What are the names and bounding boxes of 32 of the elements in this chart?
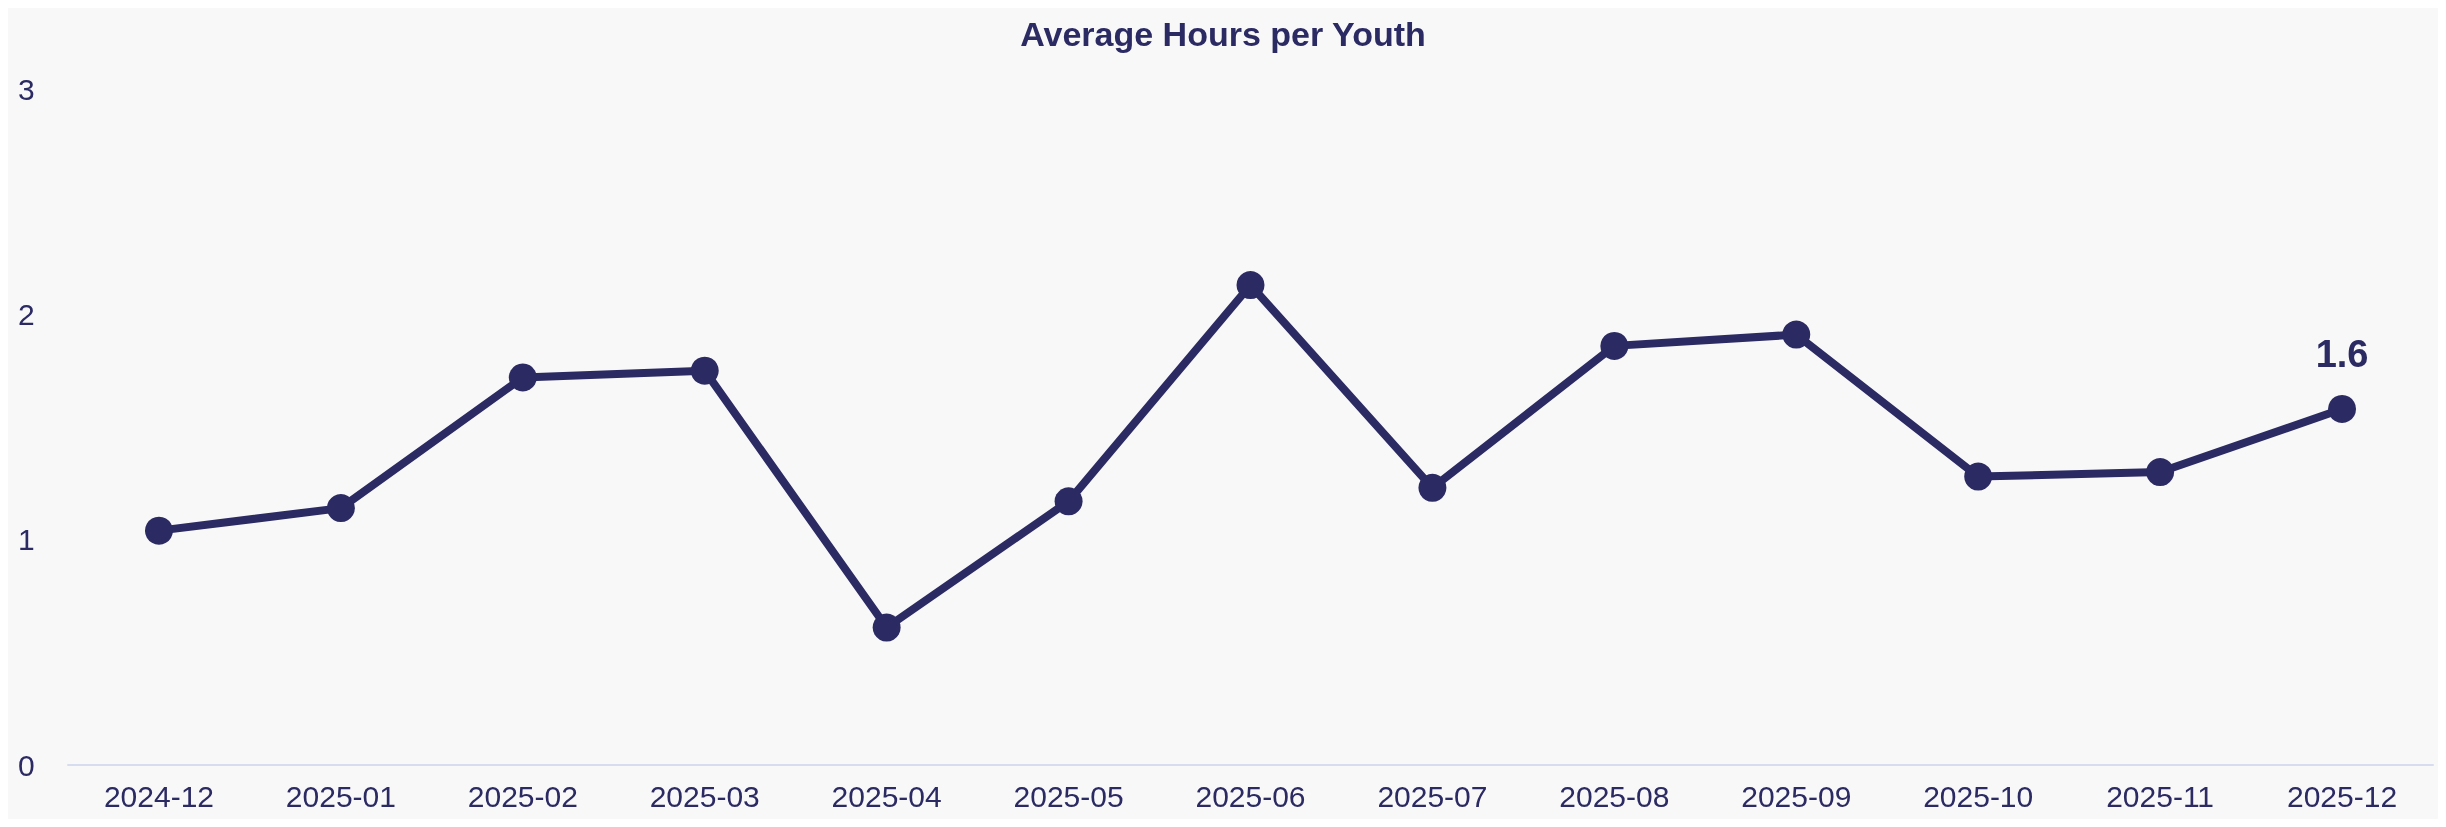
y-tick-label: 3	[18, 72, 35, 106]
x-tick-label: 2025-02	[467, 779, 578, 813]
point	[144, 516, 173, 545]
x-tick-label: 2025-09	[1741, 779, 1852, 813]
point	[508, 363, 537, 392]
x-tick-label: 2024-12	[103, 779, 215, 813]
point	[2146, 458, 2175, 487]
x-tick-label: 2025-04	[831, 779, 942, 813]
point	[1054, 487, 1083, 516]
point	[1600, 331, 1629, 360]
x-tick-label: 2025-12	[2286, 779, 2398, 813]
x-tick-label: 2025-01	[285, 779, 396, 813]
point	[1236, 271, 1265, 300]
point	[326, 494, 355, 523]
x-tick-label: 2025-06	[1195, 779, 1306, 813]
point	[872, 613, 901, 642]
point	[690, 356, 719, 385]
point	[1964, 462, 1993, 491]
x-tick-label: 2025-11	[2106, 779, 2215, 813]
x-tick-label: 2025-10	[1923, 779, 2034, 813]
point	[1782, 320, 1811, 349]
x-tick-label: 2025-05	[1013, 779, 1124, 813]
y-tick-label: 1	[18, 523, 35, 557]
data-label: 1.6	[2315, 332, 2369, 375]
y-tick-label: 0	[18, 748, 35, 782]
x-tick-label: 2025-07	[1377, 779, 1488, 813]
x-tick-label: 2025-03	[649, 779, 760, 813]
point	[2328, 394, 2357, 423]
y-tick-label: 2	[18, 297, 35, 331]
chart-title: Average Hours per Youth	[1020, 15, 1426, 53]
point	[1418, 473, 1447, 502]
x-tick-label: 2025-08	[1559, 779, 1670, 813]
